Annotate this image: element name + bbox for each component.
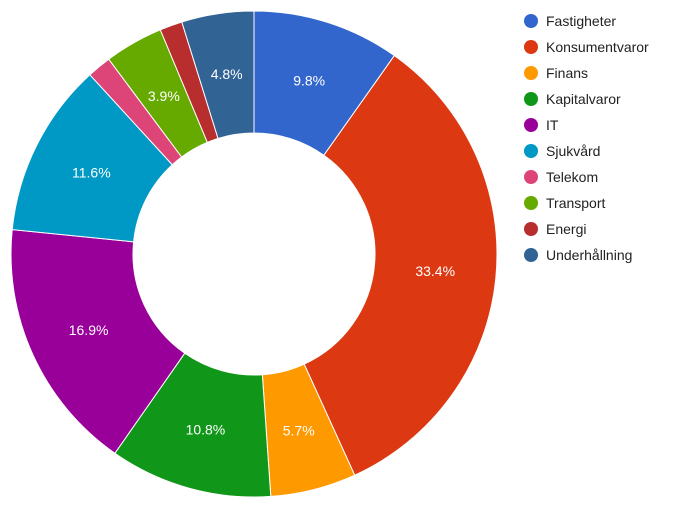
legend-swatch	[524, 66, 538, 80]
legend-item[interactable]: Transport	[524, 190, 649, 216]
slice-group	[10, 10, 498, 498]
slice-value-label: 3.9%	[148, 88, 180, 104]
legend-label: Fastigheter	[546, 13, 617, 29]
slice-value-label: 16.9%	[69, 322, 109, 338]
legend-swatch	[524, 170, 538, 184]
legend-label: Finans	[546, 65, 589, 81]
legend-label: Kapitalvaror	[546, 91, 621, 107]
slice-underhållning[interactable]	[181, 10, 255, 140]
legend-item[interactable]: Finans	[524, 60, 649, 86]
legend-swatch	[524, 196, 538, 210]
legend-label: Telekom	[546, 169, 599, 185]
legend-swatch	[524, 118, 538, 132]
legend-swatch	[524, 92, 538, 106]
label-group: 9.8% 33.4% 5.7% 10.8% 16.9% 11.6% 3.9% 4.8%	[69, 66, 455, 438]
legend-swatch	[524, 40, 538, 54]
legend-swatch	[524, 144, 538, 158]
legend-item[interactable]: Sjukvård	[524, 138, 649, 164]
legend-item[interactable]: Telekom	[524, 164, 649, 190]
slice-value-label: 5.7%	[283, 422, 315, 438]
legend-item[interactable]: IT	[524, 112, 649, 138]
legend-item[interactable]: Underhållning	[524, 242, 649, 268]
legend-item[interactable]: Kapitalvaror	[524, 86, 649, 112]
slice-value-label: 4.8%	[211, 66, 243, 82]
legend-label: IT	[546, 117, 559, 133]
slice-value-label: 10.8%	[186, 421, 226, 437]
legend-swatch	[524, 222, 538, 236]
legend-label: Transport	[546, 195, 606, 211]
legend-swatch	[524, 248, 538, 262]
slice-value-label: 11.6%	[72, 164, 111, 180]
legend-item[interactable]: Energi	[524, 216, 649, 242]
legend-swatch	[524, 14, 538, 28]
legend-item[interactable]: Fastigheter	[524, 8, 649, 34]
slice-value-label: 9.8%	[293, 73, 325, 89]
legend-item[interactable]: Konsumentvaror	[524, 34, 649, 60]
legend-label: Energi	[546, 221, 587, 237]
slice-value-label: 33.4%	[415, 263, 455, 279]
legend-label: Sjukvård	[546, 143, 601, 159]
legend-label: Konsumentvaror	[546, 39, 649, 55]
legend-label: Underhållning	[546, 247, 633, 263]
slice-konsumentvaror[interactable]	[303, 54, 498, 476]
legend: Fastigheter Konsumentvaror Finans Kapitalva…	[524, 8, 649, 268]
slice-it[interactable]	[10, 229, 186, 454]
